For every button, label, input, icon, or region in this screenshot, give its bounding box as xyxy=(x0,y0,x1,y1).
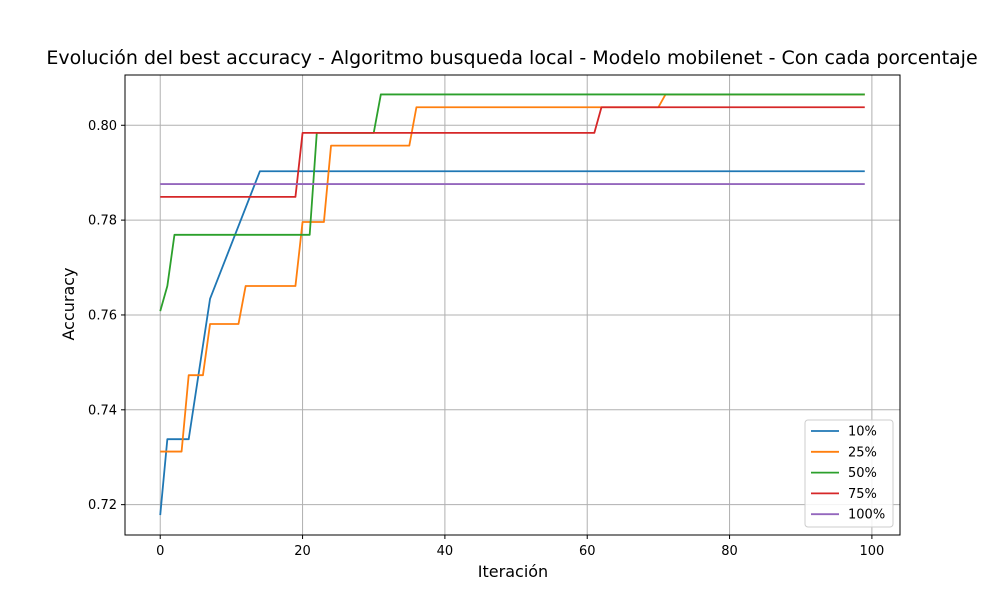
series-line-75pct xyxy=(160,106,865,198)
x-axis-label: Iteración xyxy=(478,562,548,581)
legend-box xyxy=(804,419,894,528)
chart-title: Evolución del best accuracy - Algoritmo … xyxy=(46,47,977,69)
y-tick-label: 0.72 xyxy=(88,498,117,513)
legend-label: 50% xyxy=(848,466,877,481)
legend-label: 100% xyxy=(848,508,885,523)
axis-ticks: 0 20 40 60 80 100 0.72 0.74 0.76 0.78 0.80 xyxy=(88,119,884,559)
y-tick-label: 0.80 xyxy=(88,119,117,134)
y-tick-label: 0.76 xyxy=(88,308,117,323)
plot-frame xyxy=(124,74,901,536)
legend-label: 10% xyxy=(848,425,877,440)
legend: 10% 25% 50% 75% 100% xyxy=(804,419,894,528)
x-tick-label: 40 xyxy=(437,544,454,559)
y-axis-label: Accuracy xyxy=(59,267,78,340)
series-lines xyxy=(159,93,865,516)
y-tick-label: 0.78 xyxy=(88,214,117,229)
legend-label: 25% xyxy=(848,445,877,460)
series-line-25pct xyxy=(160,93,865,453)
x-tick-label: 80 xyxy=(721,544,738,559)
x-tick-label: 20 xyxy=(294,544,311,559)
x-tick-label: 0 xyxy=(156,544,164,559)
grid xyxy=(125,75,900,535)
y-tick-label: 0.74 xyxy=(88,403,117,418)
x-tick-label: 100 xyxy=(859,544,884,559)
legend-label: 75% xyxy=(848,487,877,502)
x-tick-label: 60 xyxy=(579,544,596,559)
